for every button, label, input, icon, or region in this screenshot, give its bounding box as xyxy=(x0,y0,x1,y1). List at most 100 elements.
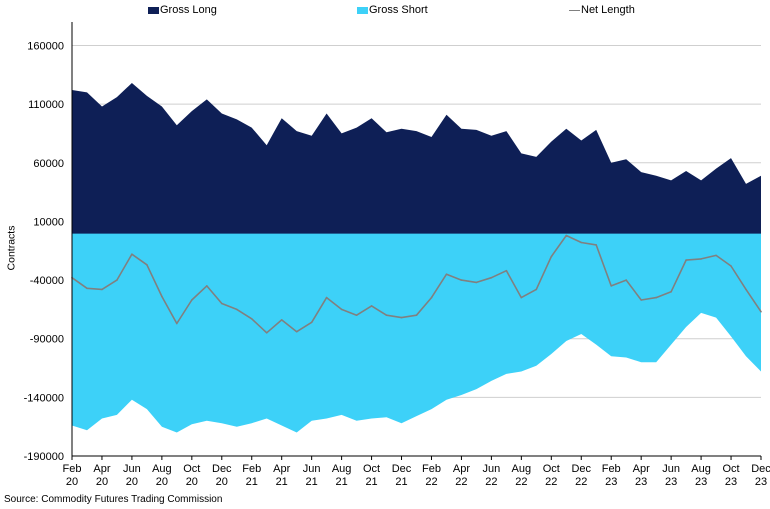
x-tick-year: 21 xyxy=(306,476,318,488)
net-length-point xyxy=(655,296,657,299)
axes: 160000 110000 60000 10000 -40000 -90000 -14000… xyxy=(24,22,770,488)
net-length-point xyxy=(715,254,717,257)
net-length-point xyxy=(730,265,732,267)
net-length-point xyxy=(385,314,388,317)
x-tick-month: Dec xyxy=(212,463,232,475)
net-length-point xyxy=(415,314,418,317)
net-length-point xyxy=(580,241,583,244)
x-tick-year: 20 xyxy=(216,476,228,488)
net-length-point xyxy=(206,285,208,287)
x-tick-year: 23 xyxy=(635,476,647,488)
area-series xyxy=(72,83,761,433)
net-length-point xyxy=(550,255,553,258)
net-length-point xyxy=(280,319,283,321)
x-tick-year: 23 xyxy=(755,476,767,488)
x-tick-month: Dec xyxy=(392,463,412,475)
y-tick-label: 60000 xyxy=(33,158,64,170)
x-tick-year: 20 xyxy=(126,476,138,488)
net-length-point xyxy=(86,287,88,290)
area-gross-short xyxy=(72,233,761,433)
y-tick-label: -90000 xyxy=(30,334,64,346)
y-tick-label: -190000 xyxy=(24,451,64,463)
x-tick-year: 22 xyxy=(485,476,497,488)
legend-swatch-gross-short xyxy=(357,7,368,14)
x-tick-year: 22 xyxy=(425,476,437,488)
chart-legend: Gross Long Gross Short Net Length xyxy=(0,4,770,18)
x-tick-year: 23 xyxy=(695,476,707,488)
y-tick-label: -140000 xyxy=(24,392,64,404)
net-length-point xyxy=(370,305,373,307)
legend-swatch-net-length xyxy=(569,10,580,11)
x-tick-year: 20 xyxy=(156,476,168,488)
legend-label-gross-long: Gross Long xyxy=(160,4,217,16)
x-tick-month: Apr xyxy=(93,463,110,475)
x-tick-year: 20 xyxy=(96,476,108,488)
net-length-point xyxy=(475,281,478,284)
x-tick-month: Feb xyxy=(602,463,621,475)
net-length-point xyxy=(685,259,687,261)
x-tick-month: Dec xyxy=(751,463,770,475)
x-tick-month: Jun xyxy=(662,463,680,475)
x-tick-month: Oct xyxy=(363,463,380,475)
net-length-point xyxy=(745,288,747,291)
y-tick-label: 10000 xyxy=(33,216,64,228)
y-axis-label: Contracts xyxy=(5,225,18,271)
net-length-point xyxy=(221,302,223,305)
net-length-point xyxy=(250,318,253,320)
area-gross-long xyxy=(72,83,761,234)
legend-item-gross-long: Gross Long xyxy=(148,4,217,17)
net-length-point xyxy=(340,308,343,311)
x-tick-year: 21 xyxy=(365,476,377,488)
x-tick-year: 21 xyxy=(276,476,288,488)
net-length-point xyxy=(295,330,298,333)
net-length-point xyxy=(116,279,118,281)
x-tick-year: 22 xyxy=(545,476,557,488)
line-series xyxy=(71,234,762,334)
x-tick-month: Aug xyxy=(152,463,172,475)
x-tick-month: Apr xyxy=(633,463,650,475)
net-length-point xyxy=(670,291,672,293)
net-length-point xyxy=(760,310,762,313)
net-length-point xyxy=(355,314,358,317)
x-tick-year: 23 xyxy=(725,476,737,488)
x-tick-month: Oct xyxy=(722,463,739,475)
x-tick-year: 21 xyxy=(335,476,347,488)
y-tick-label: 110000 xyxy=(28,99,64,111)
net-length-point xyxy=(490,276,493,279)
net-length-point xyxy=(610,285,612,287)
x-tick-month: Aug xyxy=(332,463,352,475)
net-length-point xyxy=(520,296,523,299)
x-tick-year: 22 xyxy=(575,476,587,488)
net-length-point xyxy=(430,296,433,299)
x-tick-month: Feb xyxy=(63,463,82,475)
net-length-point xyxy=(176,322,178,325)
net-length-point xyxy=(625,279,627,281)
x-tick-year: 20 xyxy=(186,476,198,488)
net-length-point xyxy=(700,258,702,260)
x-tick-year: 21 xyxy=(246,476,258,488)
legend-swatch-gross-long xyxy=(148,7,159,14)
net-length-point xyxy=(640,299,642,301)
x-tick-month: Aug xyxy=(512,463,532,475)
x-tick-month: Oct xyxy=(183,463,200,475)
net-length-point xyxy=(445,273,448,276)
x-tick-year: 23 xyxy=(665,476,677,488)
net-length-point xyxy=(595,244,597,246)
net-length-point xyxy=(161,295,163,298)
x-tick-year: 22 xyxy=(515,476,527,488)
net-length-point xyxy=(460,279,463,281)
net-length-point xyxy=(131,253,133,255)
x-tick-month: Jun xyxy=(483,463,501,475)
x-tick-month: Apr xyxy=(453,463,470,475)
net-length-point xyxy=(236,308,238,311)
net-length-point xyxy=(191,299,193,301)
x-tick-month: Aug xyxy=(691,463,711,475)
net-length-point xyxy=(101,288,103,291)
net-length-point xyxy=(565,234,568,237)
net-length-point xyxy=(146,264,148,266)
legend-label-net-length: Net Length xyxy=(581,4,635,16)
x-tick-year: 22 xyxy=(455,476,467,488)
net-length-point xyxy=(400,316,403,319)
x-tick-month: Oct xyxy=(543,463,560,475)
